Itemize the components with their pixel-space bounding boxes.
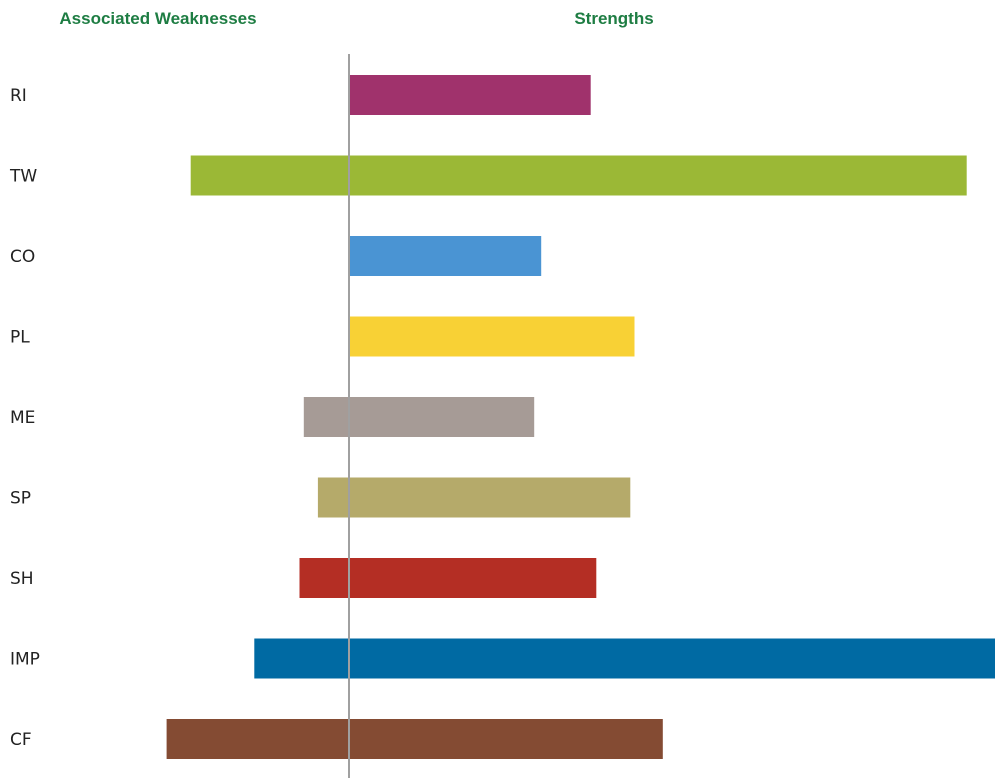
strengths-header: Strengths: [574, 9, 653, 28]
category-labels: RI TW CO PL ME SP SH IMP CF: [9, 86, 40, 750]
bars-group: [166, 75, 996, 759]
category-label-imp: IMP: [10, 650, 40, 670]
bar-imp: [254, 638, 996, 679]
bar-sp: [317, 477, 631, 518]
category-label-cf: CF: [10, 730, 32, 750]
category-label-sp: SP: [10, 489, 31, 509]
category-label-tw: TW: [9, 167, 37, 187]
bar-tw: [190, 155, 967, 196]
bar-me: [303, 397, 535, 437]
bar-pl: [349, 316, 635, 357]
category-label-pl: PL: [10, 328, 30, 348]
category-label-ri: RI: [10, 86, 27, 106]
bar-ri: [349, 75, 591, 115]
category-label-sh: SH: [10, 569, 34, 589]
weaknesses-header: Associated Weaknesses: [59, 9, 256, 28]
bar-sh: [299, 558, 597, 598]
category-label-me: ME: [10, 408, 35, 428]
bar-co: [349, 236, 542, 276]
category-label-co: CO: [10, 247, 35, 267]
bar-cf: [166, 719, 663, 759]
